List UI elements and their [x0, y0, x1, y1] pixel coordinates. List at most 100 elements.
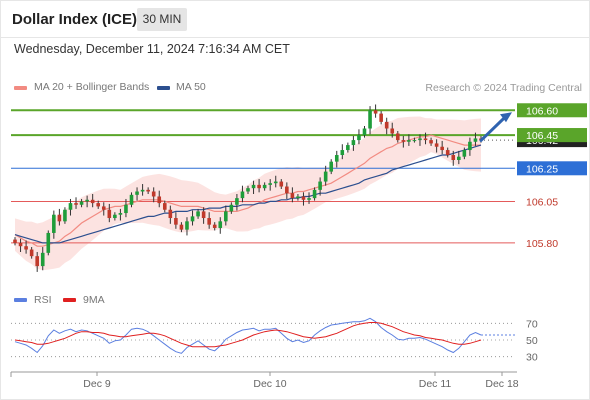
ma20-label: MA 20 + Bollinger Bands — [34, 81, 150, 93]
candle-body — [434, 143, 439, 147]
candle-body — [290, 193, 295, 199]
candle-body — [362, 128, 367, 136]
candle-body — [46, 232, 51, 253]
candle-body — [79, 201, 84, 205]
candle-body — [240, 191, 245, 199]
candle-body — [174, 218, 178, 225]
ma50-label: MA 50 — [176, 81, 206, 93]
candle-body — [457, 156, 461, 160]
candle-body — [179, 224, 184, 230]
timeframe-button[interactable]: 30 MIN — [137, 8, 187, 31]
candle-body — [445, 150, 450, 156]
candle-body — [29, 249, 34, 257]
level-label-top-106.45-box — [517, 128, 587, 143]
candle-body — [101, 206, 106, 210]
candle-body — [63, 209, 67, 222]
x-tick-label: Dec 9 — [83, 378, 111, 390]
candle-body — [57, 214, 62, 222]
candle-body — [423, 138, 428, 141]
level-label-105.80: 105.80 — [526, 238, 558, 250]
candle-body — [346, 145, 350, 151]
candle-body — [90, 199, 95, 204]
candle-body — [407, 140, 411, 142]
candle-body — [451, 155, 456, 160]
candle-body — [329, 161, 334, 172]
candle-body — [418, 138, 422, 141]
rsi-swatch — [14, 298, 27, 302]
candle-body — [118, 213, 123, 215]
forecast-arrow-shaft — [479, 114, 508, 142]
x-tick-label: Dec 18 — [485, 378, 518, 390]
candle-body — [218, 221, 223, 228]
rsi-line — [14, 317, 482, 354]
candle-body — [296, 196, 300, 199]
candle-body — [212, 224, 217, 228]
candle-body — [285, 186, 289, 194]
candle-body — [429, 140, 433, 144]
candle-body — [224, 211, 228, 222]
candle-body — [334, 155, 339, 162]
rsi-tick-30: 30 — [526, 352, 538, 364]
candle-body — [235, 198, 239, 205]
level-label-106.25-box — [517, 161, 587, 176]
candle-body — [468, 141, 472, 151]
candle-body — [40, 252, 45, 267]
candle-body — [395, 133, 400, 141]
ma20-swatch — [14, 86, 27, 90]
candle-body — [190, 216, 195, 222]
candle-body — [207, 218, 211, 225]
candle-body — [390, 128, 395, 134]
candle-body — [96, 203, 101, 207]
candle-body — [85, 199, 89, 202]
candle-body — [107, 209, 112, 219]
candle-body — [368, 110, 372, 129]
candle-body — [301, 196, 306, 200]
candle-body — [351, 140, 356, 146]
candle-body — [279, 181, 284, 187]
candle-body — [379, 113, 383, 122]
forecast-arrow-head — [500, 112, 512, 123]
candle-body — [384, 121, 389, 129]
candle-body — [473, 138, 478, 142]
rsi-ma-swatch — [63, 298, 76, 302]
candle-body — [273, 181, 278, 184]
candle-body — [151, 191, 156, 197]
rsi-label: RSI — [34, 294, 52, 306]
level-label-106.05: 106.05 — [526, 196, 558, 208]
header: Dollar Index (ICE) 30 MIN — [1, 1, 589, 37]
candle-body — [229, 204, 234, 212]
candle-body — [323, 171, 328, 182]
level-labels: 106.60106.45106.25106.05105.80106.42106.… — [517, 103, 587, 250]
candle-body — [185, 221, 189, 230]
candle-body — [312, 189, 317, 199]
candle-body — [340, 150, 345, 156]
rsi-ma-label: 9MA — [83, 294, 105, 306]
research-credit: Research © 2024 Trading Central — [425, 82, 582, 94]
candle-body — [257, 184, 261, 189]
candle-body — [412, 140, 417, 142]
candle-body — [124, 204, 128, 214]
level-label-106.60-box — [517, 103, 587, 118]
candle-body — [146, 189, 150, 192]
x-tick-label: Dec 11 — [419, 378, 452, 390]
candle-body — [440, 146, 444, 151]
candles — [13, 104, 483, 272]
candle-body — [373, 110, 378, 114]
candle-body — [196, 211, 200, 217]
candle-body — [113, 214, 117, 219]
x-tick-label: Dec 10 — [253, 378, 286, 390]
candle-body — [168, 209, 173, 219]
candle-body — [307, 198, 311, 200]
rsi-tick-50: 50 — [526, 335, 538, 347]
instrument-title: Dollar Index (ICE) — [12, 11, 138, 28]
candle-body — [135, 191, 139, 195]
candle-body — [268, 183, 272, 185]
candle-body — [35, 256, 39, 267]
level-label-top-106.45-text: 106.45 — [526, 130, 558, 142]
ma50-line — [14, 144, 482, 244]
candle-body — [24, 246, 28, 250]
candle-body — [162, 203, 167, 210]
datetime-label: Wednesday, December 11, 2024 7:16:34 AM … — [14, 42, 290, 56]
candle-body — [318, 181, 322, 190]
